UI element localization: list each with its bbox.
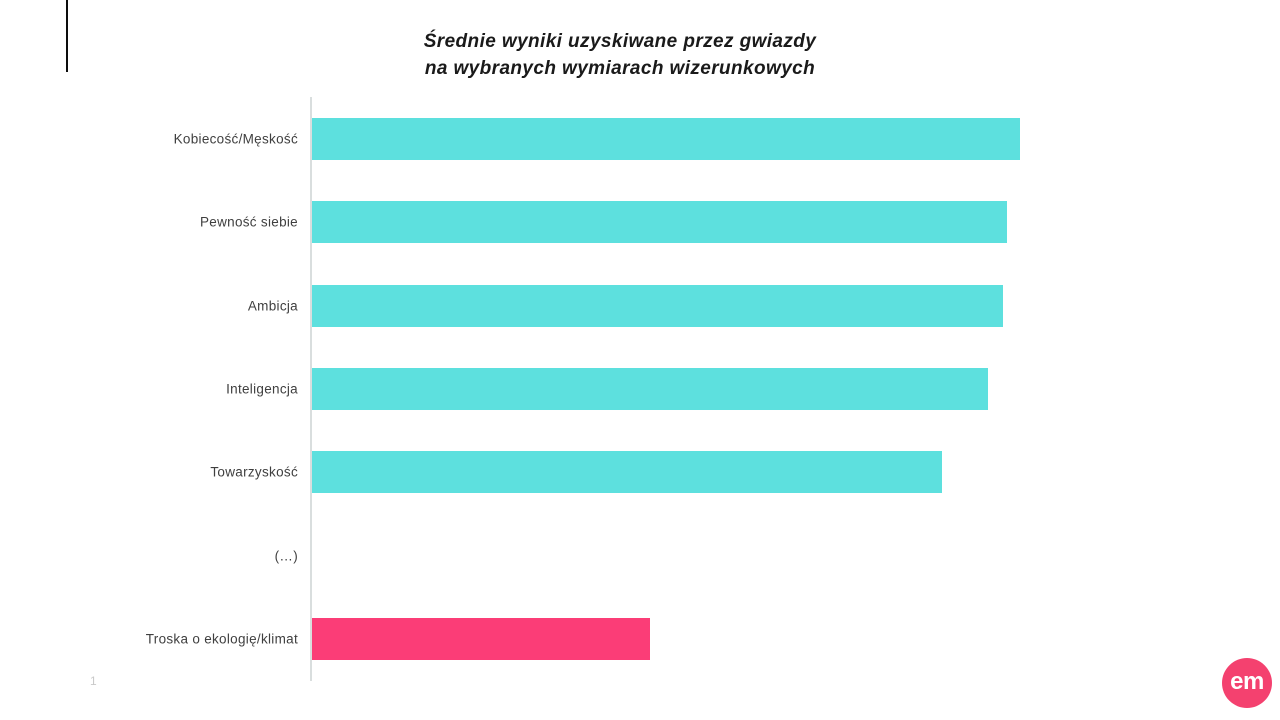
bar-chart-plot-area: Kobiecość/Męskość Pewność siebie Ambicja… (0, 97, 1280, 681)
chart-title-line1: Średnie wyniki uzyskiwane przez gwiazdy (423, 31, 817, 52)
chart-row: Troska o ekologię/klimat (0, 598, 1280, 681)
bar-towarzyskosc (312, 451, 942, 494)
em-logo: em (1222, 658, 1272, 708)
bar-pewnosc-siebie (312, 201, 1007, 244)
em-logo-text: em (1230, 667, 1264, 695)
chart-row: Pewność siebie (0, 180, 1280, 263)
bar-kobiecosc-meskosc (312, 117, 1020, 160)
chart-title: Średnie wyniki uzyskiwane przez gwiazdy … (320, 28, 920, 82)
category-label: Pewność siebie (199, 214, 298, 230)
chart-row: Kobiecość/Męskość (0, 97, 1280, 180)
chart-rows: Kobiecość/Męskość Pewność siebie Ambicja… (0, 97, 1280, 681)
page-number: 1 (90, 674, 97, 688)
chart-row: Towarzyskość (0, 431, 1280, 514)
bar-troska-o-ekologie-klimat (312, 618, 650, 661)
y-axis-line (310, 97, 312, 681)
category-label: Ambicja (247, 298, 298, 314)
top-accent-line (66, 0, 68, 72)
bar-ambicja (312, 284, 1003, 327)
bar-inteligencja (312, 367, 988, 410)
chart-row: (…) (0, 514, 1280, 597)
chart-title-line2: na wybranych wymiarach wizerunkowych (424, 58, 816, 79)
chart-row: Inteligencja (0, 347, 1280, 430)
category-label: Towarzyskość (210, 464, 298, 480)
category-label: Troska o ekologię/klimat (145, 631, 298, 647)
category-label: Inteligencja (226, 381, 298, 397)
chart-row: Ambicja (0, 264, 1280, 347)
category-label: (…) (274, 548, 298, 564)
category-label: Kobiecość/Męskość (173, 131, 298, 147)
